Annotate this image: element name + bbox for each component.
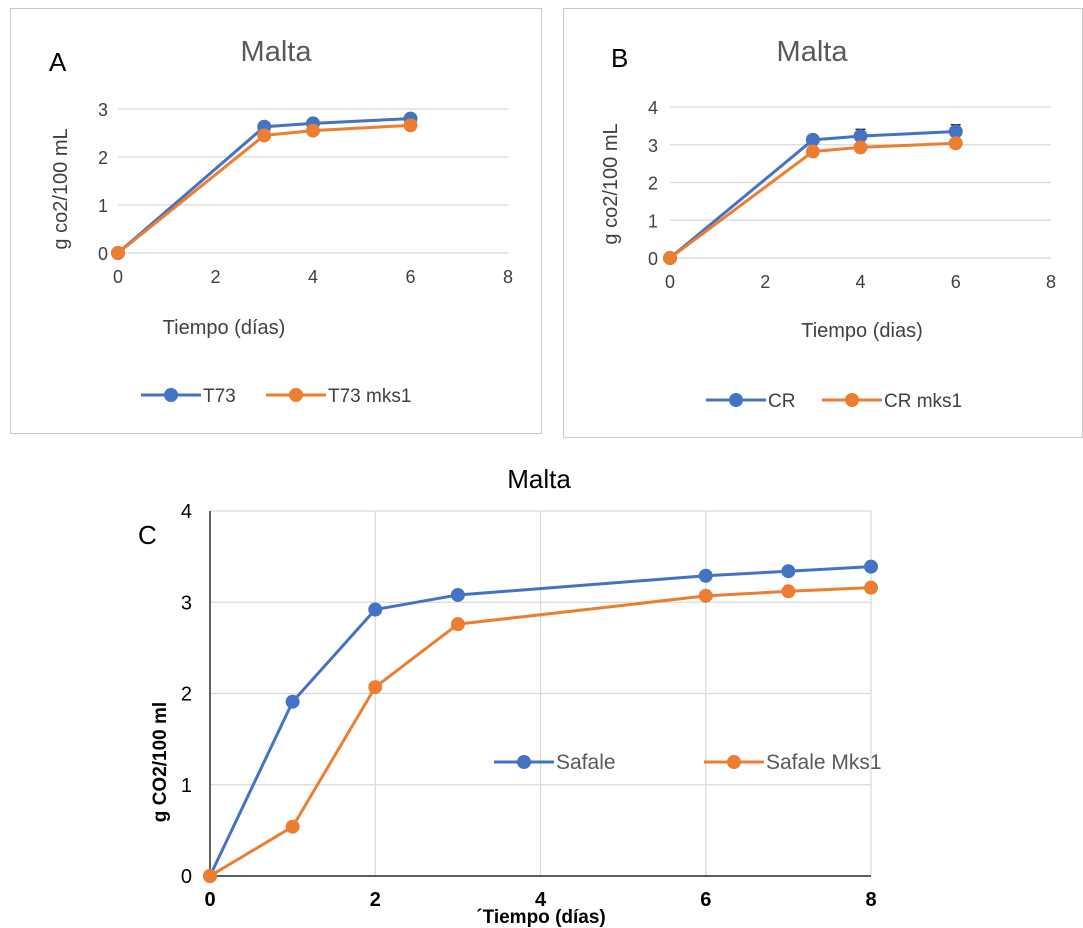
legend-swatch-marker [517,755,531,769]
y-tick-label: 3 [181,592,192,614]
panel-letter: B [611,43,628,73]
data-point [285,694,300,709]
data-point [805,132,820,147]
x-tick-label: 0 [204,889,215,911]
series-line [669,130,956,260]
series-1 [203,559,878,883]
data-point [257,128,272,143]
data-point [781,564,796,579]
legend-label: CR [768,391,795,412]
panel-letter: A [49,47,67,77]
series-line [117,117,411,255]
x-tick-label: 2 [210,267,220,287]
x-axis-label: Tiempo (dias) [801,320,923,342]
legend-swatch-marker [289,388,303,402]
x-tick-label: 6 [951,272,961,292]
data-point [948,136,963,151]
chart-a-svg: A Malta Tiempo (días) g co2/100 mL 0 2 4 6 8… [49,36,513,407]
legend-item: CR [706,391,795,412]
y-tick-label: 1 [98,196,108,216]
y-tick-label: 2 [648,174,658,194]
series-line [117,123,411,255]
data-point [853,140,868,155]
x-tick-label: 8 [865,889,876,911]
x-tick-label: 0 [113,267,123,287]
x-tick-label: 2 [760,272,770,292]
data-point [368,680,383,695]
chart-panel-b: B Malta Tiempo (dias) g co2/100 mL 0 2 4 6 8… [563,8,1083,438]
chart-panel-a: A Malta Tiempo (días) g co2/100 mL 0 2 4 6 8… [10,8,542,434]
legend-swatch-marker [164,388,178,402]
data-point [450,587,465,602]
y-tick-label: 4 [648,98,658,118]
y-tick-label: 4 [181,501,192,523]
chart-title: Malta [241,36,313,68]
series-2 [203,580,878,883]
series-2 [663,136,963,265]
x-tick-label: 8 [1046,272,1056,292]
data-point [203,869,217,883]
data-point [864,580,878,595]
y-tick-label: 0 [648,249,658,269]
data-point [450,617,465,632]
data-point [306,123,320,138]
x-axis-label: Tiempo (días) [163,317,286,339]
series-2 [111,118,418,260]
chart-b-svg: B Malta Tiempo (dias) g co2/100 mL 0 2 4 6 8… [600,36,1056,412]
data-point [805,144,820,159]
data-point [663,251,677,265]
legend-item: T73 [141,386,236,407]
y-axis-label: g co2/100 mL [50,128,72,249]
x-tick-label: 8 [503,267,513,287]
legend-label: T73 mks1 [328,386,411,407]
x-tick-label: 2 [370,889,381,911]
chart-title: Malta [777,36,849,68]
legend-label: CR mks1 [884,391,962,412]
chart-panel-c: Malta C ´Tiempo (días) g CO2/100 ml 0 2 4 6… [124,460,910,928]
data-point [111,246,125,260]
legend-swatch-marker [727,755,741,769]
x-tick-label: 0 [665,272,675,292]
data-point [368,602,383,617]
x-tick-label: 6 [405,267,415,287]
legend-swatch-marker [845,393,859,407]
x-tick-label: 6 [700,889,711,911]
y-axis-label: g co2/100 mL [600,123,622,244]
legend-item: Safale Mks1 [704,751,882,774]
y-tick-label: 3 [98,100,108,120]
y-tick-label: 2 [181,684,192,706]
x-axis-label: ´Tiempo (días) [476,907,606,928]
data-point [948,124,963,139]
legend-label: Safale Mks1 [766,751,882,774]
legend-item: T73 mks1 [266,386,411,407]
legend-swatch-marker [729,393,743,407]
data-point [781,584,796,599]
legend-label: T73 [203,386,236,407]
data-point [403,118,418,133]
legend-item: Safale [494,751,616,774]
data-point [853,129,868,144]
chart-title: Malta [507,464,571,494]
data-point [698,568,713,583]
data-point [864,559,878,574]
y-axis-label: g CO2/100 ml [150,702,171,822]
chart-c-svg: Malta C ´Tiempo (días) g CO2/100 ml 0 2 4 6… [138,464,882,928]
legend-label: Safale [556,751,616,774]
x-tick-label: 4 [308,267,318,287]
y-tick-label: 2 [98,148,108,168]
panel-letter: C [138,520,157,550]
x-tick-label: 4 [535,889,547,911]
y-tick-label: 1 [181,775,192,797]
x-tick-label: 4 [855,272,865,292]
series-line [669,141,956,260]
y-tick-label: 0 [181,866,192,888]
data-point [698,588,713,603]
y-tick-label: 3 [648,136,658,156]
legend-item: CR mks1 [822,391,962,412]
y-tick-label: 0 [98,244,108,264]
data-point [285,819,300,834]
y-tick-label: 1 [648,211,658,231]
